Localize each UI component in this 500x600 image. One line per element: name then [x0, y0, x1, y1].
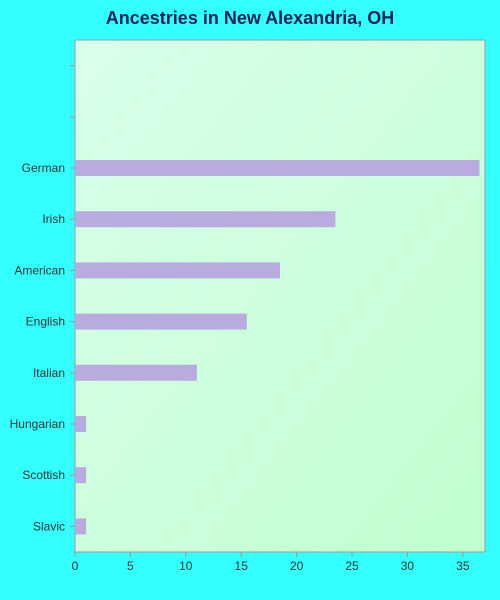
category-label: Italian	[33, 366, 65, 380]
category-label: German	[22, 161, 65, 175]
x-tick-label: 10	[179, 559, 193, 573]
x-tick-label: 35	[456, 559, 470, 573]
bar	[75, 314, 247, 330]
plot-area: 05101520253035GermanIrishAmericanEnglish…	[75, 40, 485, 580]
plot-svg: 05101520253035GermanIrishAmericanEnglish…	[75, 40, 485, 580]
chart-title: Ancestries in New Alexandria, OH	[0, 8, 500, 29]
x-tick-label: 30	[401, 559, 415, 573]
bar	[75, 467, 86, 483]
bar	[75, 518, 86, 534]
category-label: Slavic	[33, 519, 65, 533]
category-label: American	[14, 263, 65, 277]
x-tick-label: 0	[72, 559, 79, 573]
bar	[75, 211, 335, 227]
x-tick-label: 25	[345, 559, 359, 573]
category-label: Hungarian	[10, 417, 65, 431]
x-tick-label: 15	[235, 559, 249, 573]
x-tick-label: 20	[290, 559, 304, 573]
bar	[75, 160, 479, 176]
bar	[75, 416, 86, 432]
bar	[75, 262, 280, 278]
category-label: Scottish	[22, 468, 65, 482]
category-label: Irish	[42, 212, 65, 226]
category-label: English	[26, 315, 65, 329]
x-tick-label: 5	[127, 559, 134, 573]
chart-container: Ancestries in New Alexandria, OH City-Da…	[0, 0, 500, 600]
bar	[75, 365, 197, 381]
